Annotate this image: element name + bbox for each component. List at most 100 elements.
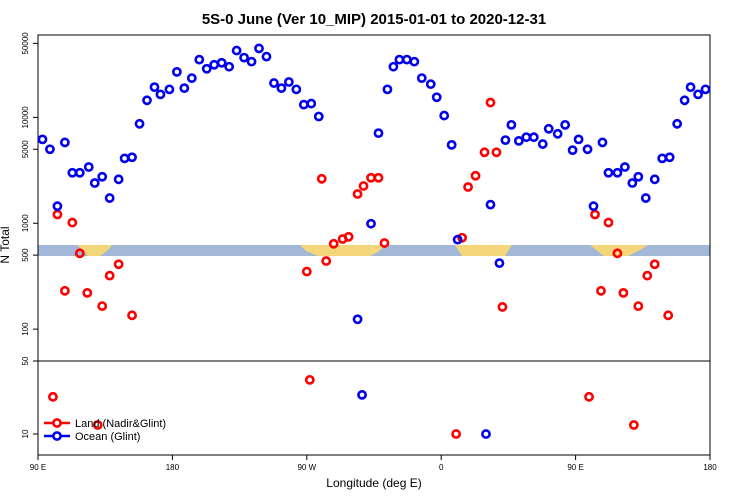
point xyxy=(201,63,212,74)
point xyxy=(83,162,94,172)
point xyxy=(409,56,420,67)
point xyxy=(216,57,227,68)
point xyxy=(127,310,137,321)
point xyxy=(416,73,427,83)
point xyxy=(612,167,623,178)
point xyxy=(491,147,502,158)
point xyxy=(588,201,599,212)
y-tick-label: 50 xyxy=(21,356,30,365)
point xyxy=(313,111,324,122)
point xyxy=(401,54,412,65)
point xyxy=(321,256,332,266)
point xyxy=(67,167,78,178)
point xyxy=(316,173,327,184)
point xyxy=(179,83,190,94)
land-shape xyxy=(300,245,386,256)
point xyxy=(291,84,302,95)
point xyxy=(142,95,152,106)
point xyxy=(231,45,242,56)
point xyxy=(463,182,473,192)
point xyxy=(612,248,623,259)
point xyxy=(97,171,108,182)
point xyxy=(352,189,363,199)
point xyxy=(693,89,703,100)
point xyxy=(640,193,651,203)
legend-label: Ocean (Glint) xyxy=(75,431,140,443)
point xyxy=(379,238,390,248)
point xyxy=(261,51,272,62)
point xyxy=(59,285,70,296)
point xyxy=(104,193,115,203)
y-tick-label: 10 xyxy=(21,429,30,438)
point xyxy=(366,218,376,229)
land-shape xyxy=(78,245,112,256)
x-tick-label: 0 xyxy=(439,463,444,472)
map-strip xyxy=(38,245,710,256)
point xyxy=(127,152,137,163)
point xyxy=(373,128,384,139)
x-tick-label: 90 W xyxy=(297,463,316,472)
point xyxy=(366,172,376,183)
point xyxy=(224,61,235,72)
point xyxy=(633,301,644,312)
point xyxy=(573,134,584,145)
point xyxy=(119,153,130,164)
point xyxy=(283,77,294,87)
point xyxy=(394,54,405,65)
chart-title: 5S-0 June (Ver 10_MIP) 2015-01-01 to 202… xyxy=(202,11,546,28)
point xyxy=(590,209,600,220)
y-tick-label: 500 xyxy=(21,248,30,262)
point xyxy=(642,270,653,281)
point xyxy=(543,123,554,134)
point xyxy=(627,178,638,188)
point xyxy=(254,43,264,54)
point xyxy=(479,147,490,158)
point xyxy=(134,118,145,129)
y-axis-label: N Total xyxy=(0,226,12,263)
point xyxy=(298,99,309,110)
y-tick-label: 1000 xyxy=(21,214,30,232)
point xyxy=(343,231,354,242)
point xyxy=(92,420,103,430)
x-tick-label: 180 xyxy=(703,463,717,472)
point xyxy=(67,217,78,228)
y-tick-label: 5000 xyxy=(21,140,30,158)
point xyxy=(619,162,630,172)
land-shape xyxy=(455,245,512,256)
point xyxy=(603,167,614,178)
point xyxy=(74,248,85,259)
point xyxy=(552,128,563,139)
point xyxy=(649,174,660,185)
point xyxy=(52,209,63,220)
point xyxy=(352,314,363,325)
point xyxy=(328,238,339,249)
point xyxy=(485,199,496,210)
point xyxy=(513,135,524,146)
point xyxy=(506,119,517,130)
point xyxy=(500,135,511,146)
x-tick-label: 180 xyxy=(166,463,180,472)
point xyxy=(113,259,124,270)
point xyxy=(171,66,182,77)
point xyxy=(301,266,312,277)
point xyxy=(209,59,220,70)
x-tick-label: 90 E xyxy=(567,463,583,472)
point xyxy=(276,83,287,94)
point xyxy=(194,54,205,65)
point xyxy=(649,259,660,270)
point xyxy=(679,95,690,106)
point xyxy=(596,285,606,296)
point xyxy=(700,84,711,95)
point xyxy=(382,84,393,95)
point xyxy=(537,139,548,149)
point xyxy=(89,178,100,188)
legend-marker xyxy=(52,431,62,441)
y-tick-label: 10000 xyxy=(21,106,30,129)
point xyxy=(451,429,462,439)
y-tick-label: 100 xyxy=(21,322,30,336)
point xyxy=(52,201,63,212)
point xyxy=(672,118,683,129)
point xyxy=(306,98,317,109)
x-tick-label: 90 E xyxy=(30,463,46,472)
